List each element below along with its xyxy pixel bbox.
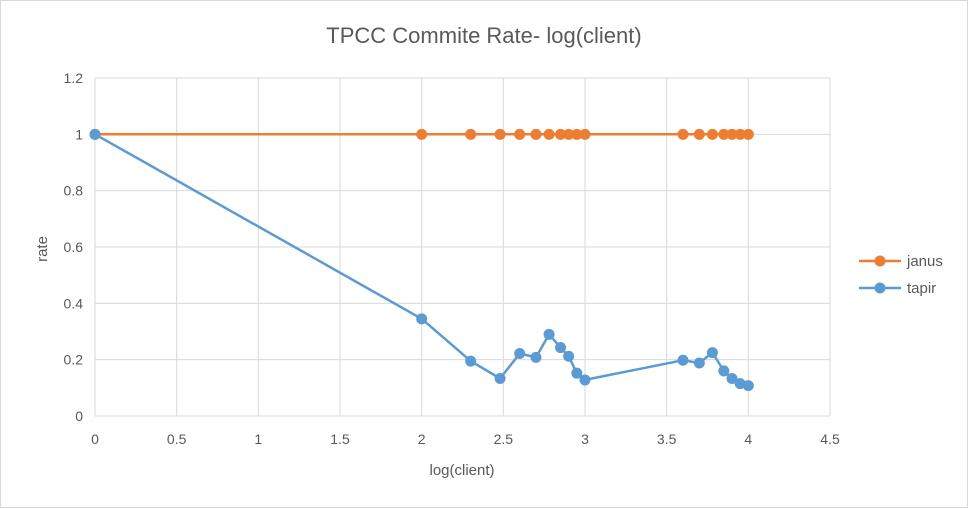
data-point-tapir [416, 313, 428, 325]
x-tick-label: 4 [744, 431, 752, 447]
data-point-janus [706, 128, 718, 140]
x-tick-label: 4.5 [820, 431, 840, 447]
data-point-tapir [693, 357, 705, 369]
legend-swatch-marker [874, 282, 886, 294]
x-tick-label: 0.5 [167, 431, 187, 447]
x-tick-label: 2.5 [494, 431, 514, 447]
data-point-janus [726, 128, 738, 140]
data-point-tapir [742, 380, 754, 392]
y-tick-label: 0 [75, 408, 83, 424]
legend-label: tapir [907, 280, 936, 297]
y-tick-label: 1.2 [64, 70, 84, 86]
data-point-tapir [579, 374, 591, 386]
data-point-tapir [465, 355, 477, 367]
series-janus [89, 128, 754, 140]
x-tick-label: 1.5 [330, 431, 350, 447]
series-tapir [89, 128, 754, 392]
data-point-janus [563, 128, 575, 140]
data-point-tapir [677, 354, 689, 366]
data-point-janus [530, 128, 542, 140]
x-tick-label: 0 [91, 431, 99, 447]
data-point-janus [555, 128, 566, 140]
y-tick-label: 0.4 [64, 295, 84, 311]
data-point-janus [465, 128, 477, 140]
data-point-janus [416, 128, 428, 140]
series [89, 128, 754, 392]
data-point-janus [543, 128, 555, 140]
data-point-janus [718, 128, 730, 140]
data-point-tapir [571, 367, 583, 379]
data-point-tapir [555, 342, 566, 354]
y-tick-label: 1 [75, 126, 83, 142]
data-point-tapir [706, 347, 718, 359]
legend-label: janus [906, 253, 943, 270]
data-point-janus [742, 128, 754, 140]
data-point-tapir [563, 350, 575, 362]
y-axis-label: rate [34, 236, 51, 262]
x-tick-label: 3.5 [657, 431, 677, 447]
tick-labels: 0 0.2 0.4 0.6 0.8 1 1.2 0 0.5 1 1.5 2 2.5 3 3.5 4 4.5 [64, 70, 840, 447]
x-axis-label: log(client) [429, 462, 494, 479]
data-point-tapir [543, 328, 555, 340]
data-point-janus [494, 128, 506, 140]
data-point-janus [693, 128, 705, 140]
legend-item-janus: janus [859, 253, 943, 270]
data-point-janus [514, 128, 526, 140]
y-tick-label: 0.2 [64, 352, 84, 368]
x-tick-label: 2 [418, 431, 426, 447]
x-tick-label: 3 [581, 431, 589, 447]
chart-title: TPCC Commite Rate- log(client) [326, 23, 641, 48]
data-point-tapir [726, 373, 738, 385]
legend-swatch-marker [874, 255, 886, 267]
legend-item-tapir: tapir [859, 280, 936, 297]
data-point-tapir [514, 347, 526, 359]
y-tick-label: 0.6 [64, 239, 84, 255]
data-point-tapir [494, 373, 506, 385]
data-point-janus [571, 128, 583, 140]
y-tick-label: 0.8 [64, 183, 84, 199]
x-tick-label: 1 [254, 431, 262, 447]
data-point-janus [677, 128, 689, 140]
data-point-janus [579, 128, 591, 140]
data-point-tapir [530, 351, 542, 363]
data-point-tapir [718, 365, 730, 377]
data-point-tapir [89, 128, 101, 140]
data-point-janus [734, 128, 746, 140]
legend: janus tapir [859, 253, 943, 297]
